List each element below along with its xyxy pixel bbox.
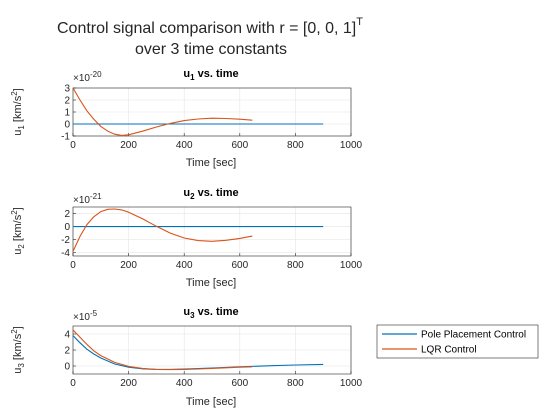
- x-tick-label: 600: [231, 140, 248, 151]
- y-axis-label: u3 [km/s2]: [10, 326, 26, 373]
- x-tick-label: 0: [70, 140, 76, 151]
- plot-area: [73, 207, 351, 256]
- x-tick-label: 800: [287, 378, 304, 389]
- exponent-label: ×10-5: [73, 309, 98, 323]
- x-tick-label: 600: [231, 260, 248, 271]
- y-tick-label: 2: [64, 346, 70, 357]
- subplot-title: u2 vs. time: [183, 187, 238, 201]
- y-tick-label: 0: [64, 222, 70, 233]
- x-tick-label: 200: [120, 140, 137, 151]
- y-tick-label: -1: [61, 132, 70, 143]
- x-tick-label: 200: [120, 378, 137, 389]
- subplot-u2: u2 vs. time ×10-21 Time [sec] u2 [km/s2]…: [10, 187, 363, 289]
- y-tick-label: 0: [64, 120, 70, 131]
- x-axis-label: Time [sec]: [186, 277, 236, 289]
- series-line-lqr: [72, 87, 253, 136]
- y-axis-label: u2 [km/s2]: [10, 207, 26, 254]
- subplot-u3: u3 vs. time ×10-5 Time [sec] u3 [km/s2] …: [10, 306, 363, 408]
- y-tick-label: -4: [61, 248, 70, 259]
- y-tick-label: 4: [64, 330, 70, 341]
- legend-box: [376, 324, 539, 359]
- y-tick-label: 1: [64, 108, 70, 119]
- y-tick-label: 2: [64, 96, 70, 107]
- x-tick-label: 800: [287, 260, 304, 271]
- x-tick-label: 1000: [340, 378, 363, 389]
- exponent-label: ×10-20: [73, 70, 102, 84]
- y-tick-label: -2: [61, 235, 70, 246]
- subplot-u1: u1 vs. time ×10-20 Time [sec] u1 [km/s2]…: [10, 68, 363, 169]
- figure-title: Control signal comparison with r = [0, 0…: [57, 16, 363, 37]
- x-tick-label: 400: [176, 260, 193, 271]
- y-axis-label: u1 [km/s2]: [10, 88, 26, 135]
- x-tick-label: 400: [176, 140, 193, 151]
- x-tick-label: 200: [120, 260, 137, 271]
- series-line-lqr: [72, 329, 253, 371]
- figure-subtitle: over 3 time constants: [135, 41, 287, 58]
- x-axis-label: Time [sec]: [186, 157, 236, 169]
- y-tick-label: 2: [64, 209, 70, 220]
- x-axis-label: Time [sec]: [186, 396, 236, 408]
- series-line-lqr: [72, 208, 253, 252]
- x-tick-label: 1000: [340, 140, 363, 151]
- x-tick-label: 0: [70, 260, 76, 271]
- subplot-title: u3 vs. time: [183, 306, 238, 320]
- x-tick-label: 0: [70, 378, 76, 389]
- axes-box: [72, 206, 352, 257]
- x-tick-label: 400: [176, 378, 193, 389]
- x-tick-label: 1000: [340, 260, 363, 271]
- legend-label-lqr: LQR Control: [421, 345, 477, 356]
- y-tick-label: 0: [64, 362, 70, 373]
- x-tick-label: 800: [287, 140, 304, 151]
- legend-label-pole-placement: Pole Placement Control: [421, 330, 526, 341]
- legend: Pole Placement Control LQR Control: [376, 324, 539, 359]
- subplot-title: u1 vs. time: [183, 68, 238, 82]
- x-tick-label: 600: [231, 378, 248, 389]
- y-tick-label: 3: [64, 84, 70, 95]
- exponent-label: ×10-21: [73, 192, 102, 206]
